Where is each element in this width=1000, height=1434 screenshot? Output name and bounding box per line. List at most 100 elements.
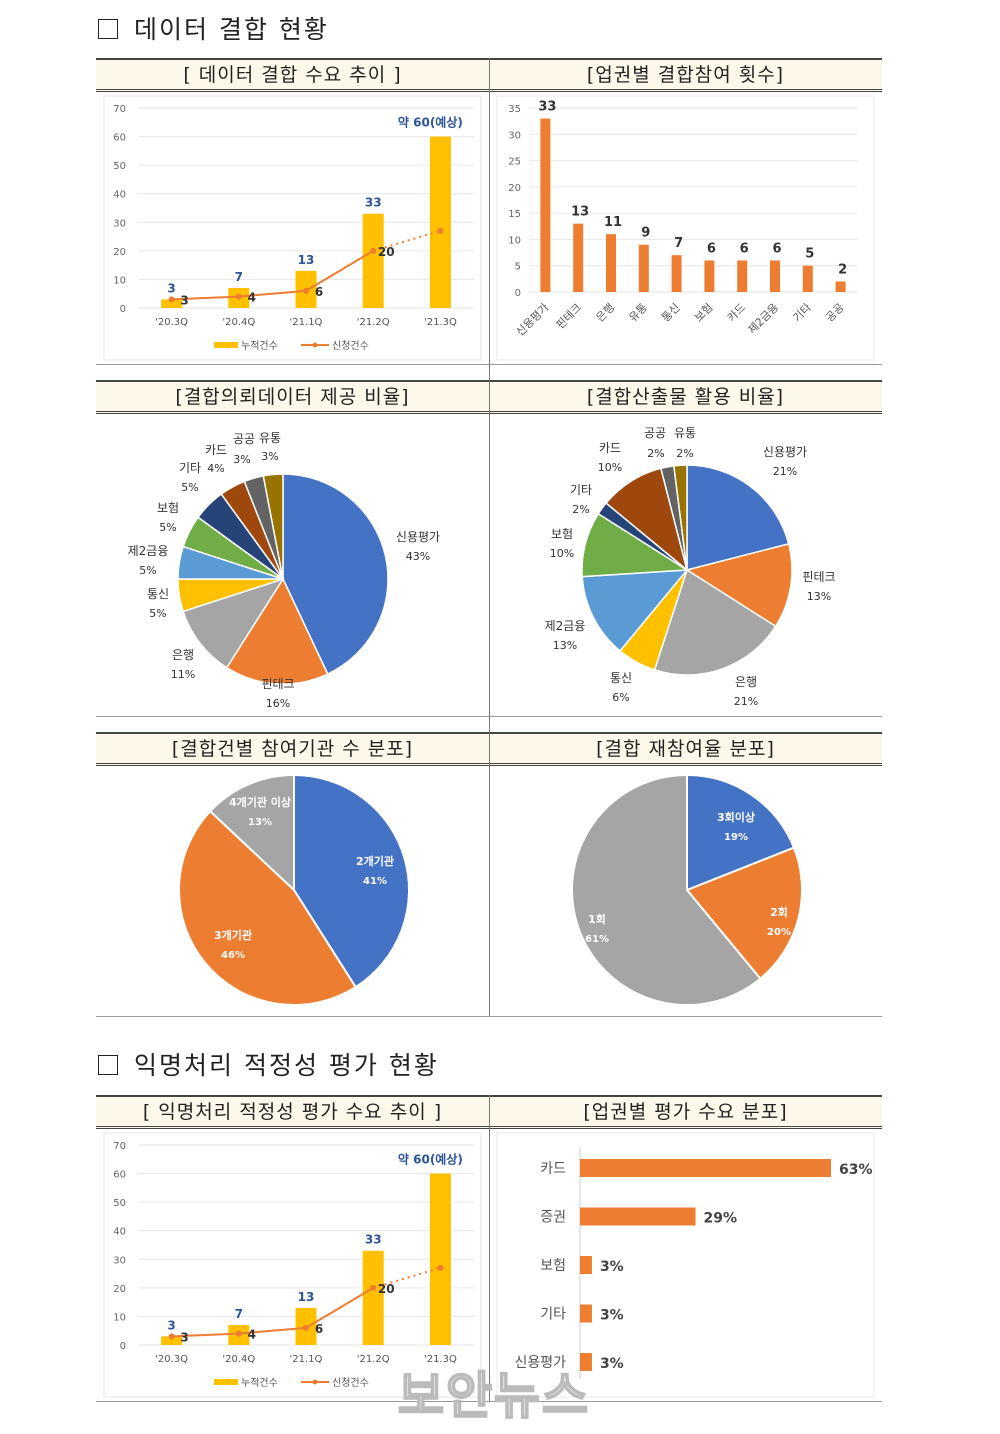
section1-title: 데이터 결합 현황 bbox=[98, 10, 329, 46]
line-series-applications bbox=[171, 1286, 374, 1338]
pie-pct-label: 41% bbox=[363, 876, 387, 887]
grid1-row1-bottom bbox=[96, 364, 882, 365]
line-data-label: 3 bbox=[180, 293, 188, 307]
pie-pct-label: 2% bbox=[572, 503, 589, 516]
pie-label: 은행 bbox=[172, 647, 194, 662]
x-tick-label: 카드 bbox=[725, 301, 749, 325]
bar-data-label: 6 bbox=[740, 241, 749, 256]
y-tick-label: 15 bbox=[508, 209, 521, 220]
bar-data-label: 13 bbox=[298, 1290, 315, 1304]
bar-data-label: 3 bbox=[167, 281, 175, 295]
line-point bbox=[370, 1284, 377, 1291]
header-provide-ratio: [결합의뢰데이터 제공 비율] bbox=[96, 380, 489, 414]
pie-label: 보험 bbox=[157, 501, 179, 515]
line-data-label: 6 bbox=[315, 1322, 323, 1336]
header-industry-count: [업권별 결합참여 횟수] bbox=[489, 58, 882, 92]
bar-data-label: 2 bbox=[838, 262, 847, 277]
line-data-label: 3 bbox=[180, 1330, 188, 1344]
y-tick-label: 30 bbox=[113, 1255, 126, 1266]
y-tick-label: 20 bbox=[113, 1284, 126, 1295]
pie-label: 2회 bbox=[770, 905, 788, 919]
bar-data-label: 29% bbox=[704, 1211, 738, 1227]
line-point bbox=[168, 1333, 175, 1340]
bar-data-label: 13 bbox=[571, 205, 589, 220]
bar-data-label: 약 60(예상) bbox=[398, 1152, 463, 1167]
x-tick-label: 통신 bbox=[659, 301, 683, 325]
bar bbox=[606, 234, 616, 292]
y-tick-label: 50 bbox=[113, 1198, 126, 1209]
line-series-applications bbox=[171, 249, 374, 301]
line-data-label: 20 bbox=[378, 1282, 395, 1296]
chart-org-count: 2개기관 41% 3개기관 46% 4개기관 이상 13% bbox=[178, 773, 410, 1006]
y-tick-label: 50 bbox=[113, 161, 126, 172]
y-tick-label: 0 bbox=[515, 288, 521, 299]
y-tick-label: 5 bbox=[515, 262, 521, 273]
bar bbox=[161, 1336, 183, 1345]
legend-swatch-point bbox=[312, 342, 318, 348]
pie-pct-label: 10% bbox=[550, 547, 574, 560]
x-tick-label: '21.3Q bbox=[424, 1354, 457, 1365]
pie-slice bbox=[571, 773, 762, 1006]
bar-data-label: 5 bbox=[805, 247, 814, 262]
bar-data-label: 11 bbox=[604, 215, 622, 230]
pie-label: 신용평가 bbox=[763, 445, 807, 459]
pie-pct-label: 2% bbox=[676, 447, 693, 460]
bar-data-label: 6 bbox=[772, 241, 781, 256]
header-rejoin-ratio: [결합 재참여율 분포] bbox=[489, 732, 882, 766]
line-point bbox=[370, 247, 377, 254]
bar bbox=[362, 1250, 384, 1345]
bar bbox=[580, 1159, 831, 1177]
pie-slice bbox=[208, 773, 295, 893]
legend-label-line: 신청건수 bbox=[332, 340, 369, 352]
pie-pct-label: 4% bbox=[207, 462, 224, 475]
bar-data-label: 33 bbox=[365, 1233, 382, 1247]
x-tick-label: '21.1Q bbox=[290, 317, 323, 328]
y-tick-label: 0 bbox=[120, 304, 126, 315]
grid2-bottom bbox=[96, 1401, 882, 1402]
pie-pct-label: 6% bbox=[612, 691, 629, 704]
grid2-divider bbox=[489, 1095, 490, 1401]
y-tick-label: 60 bbox=[113, 1170, 126, 1181]
bar bbox=[580, 1353, 592, 1371]
bar bbox=[802, 265, 813, 292]
x-tick-label: '20.4Q bbox=[222, 1354, 255, 1365]
x-tick-label: 은행 bbox=[594, 301, 618, 325]
x-tick-label: '20.3Q bbox=[155, 1354, 188, 1365]
y-tick-label: 10 bbox=[113, 1312, 126, 1323]
y-tick-label: 0 bbox=[120, 1341, 126, 1352]
pie-label: 핀테크 bbox=[802, 570, 835, 584]
x-tick-label: '20.4Q bbox=[222, 317, 255, 328]
legend-swatch-bar bbox=[214, 1379, 238, 1385]
bar-data-label: 약 60(예상) bbox=[398, 115, 463, 130]
y-tick-label: 30 bbox=[508, 130, 521, 141]
pie-pct-label: 2% bbox=[647, 447, 664, 460]
legend-label-bar: 누적건수 bbox=[241, 1377, 278, 1389]
legend-label-line: 신청건수 bbox=[332, 1377, 369, 1389]
bar bbox=[362, 213, 384, 308]
y-tick-label: 기타 bbox=[540, 1307, 566, 1323]
pie-label: 통신 bbox=[610, 671, 632, 685]
bar-data-label: 9 bbox=[641, 226, 650, 241]
y-tick-label: 30 bbox=[113, 218, 126, 229]
line-data-label: 6 bbox=[315, 285, 323, 299]
pie-label: 공공 bbox=[233, 432, 255, 446]
y-tick-label: 25 bbox=[508, 157, 521, 168]
x-tick-label: 공공 bbox=[823, 301, 847, 325]
y-tick-label: 35 bbox=[508, 104, 521, 115]
pie-label: 4개기관 이상 bbox=[229, 795, 291, 809]
bar bbox=[429, 1173, 451, 1345]
bar-data-label: 6 bbox=[707, 241, 716, 256]
pie-pct-label: 13% bbox=[807, 590, 831, 603]
bar bbox=[671, 255, 682, 292]
grid1-row2-bottom bbox=[96, 716, 882, 717]
pie-pct-label: 5% bbox=[139, 564, 156, 577]
line-data-label: 20 bbox=[378, 245, 395, 259]
bar bbox=[638, 244, 649, 292]
pie-pct-label: 5% bbox=[159, 521, 176, 534]
y-tick-label: 40 bbox=[113, 1227, 126, 1238]
pie-label: 제2금융 bbox=[545, 619, 586, 633]
pie-label: 신용평가 bbox=[396, 530, 440, 544]
pie-pct-label: 21% bbox=[734, 695, 758, 708]
pie-label: 유통 bbox=[674, 426, 696, 440]
pie-label: 보험 bbox=[551, 527, 573, 541]
